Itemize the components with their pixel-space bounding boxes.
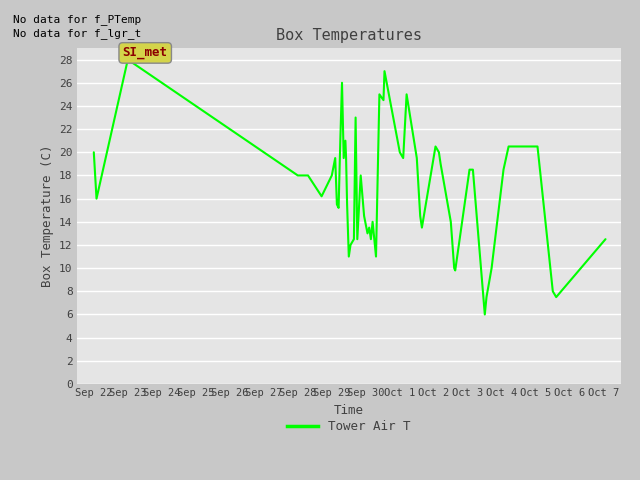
Text: SI_met: SI_met (123, 47, 168, 60)
Title: Box Temperatures: Box Temperatures (276, 28, 422, 43)
Text: No data for f_PTemp: No data for f_PTemp (13, 13, 141, 24)
Text: No data for f_lgr_t: No data for f_lgr_t (13, 28, 141, 39)
Legend: Tower Air T: Tower Air T (282, 415, 415, 438)
X-axis label: Time: Time (334, 404, 364, 417)
Y-axis label: Box Temperature (C): Box Temperature (C) (40, 145, 54, 287)
